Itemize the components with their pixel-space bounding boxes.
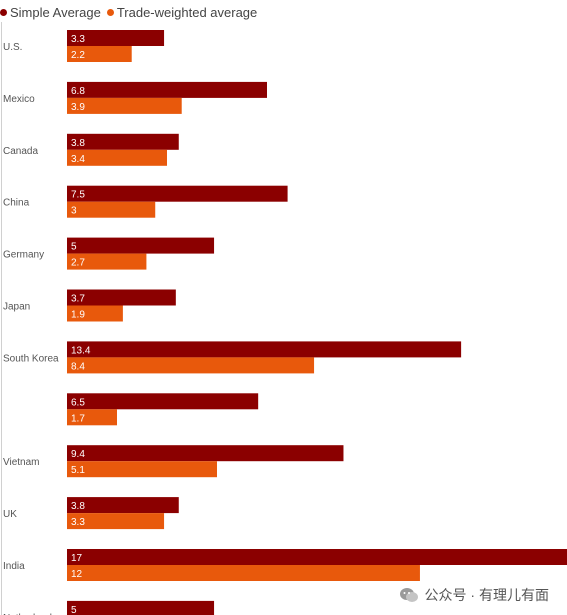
bar-series-0 — [67, 393, 259, 410]
legend-label-0: Simple Average — [10, 4, 101, 20]
data-label: 2.7 — [71, 258, 85, 269]
bar-series-0 — [67, 445, 344, 462]
category-label: Netherland — [3, 613, 52, 615]
data-label: 12 — [71, 569, 83, 580]
category-label: South Korea — [3, 353, 59, 364]
bar-series-1 — [67, 46, 132, 62]
category-label: India — [3, 561, 25, 572]
data-label: 3.9 — [71, 102, 85, 113]
legend-swatch-1 — [106, 8, 114, 16]
data-label: 1.9 — [71, 310, 85, 321]
category-label: U.S. — [3, 42, 22, 53]
bar-series-0 — [67, 549, 567, 565]
bar-series-1 — [67, 97, 182, 114]
data-label: 7.5 — [71, 190, 85, 201]
data-label: 5 — [71, 242, 77, 253]
bar-series-0 — [67, 30, 165, 46]
legend: Simple Average Trade-weighted average — [0, 3, 263, 21]
data-label: 9.4 — [71, 449, 85, 460]
bar-series-1 — [67, 201, 156, 218]
watermark: 公众号 · 有理儿有面 — [399, 585, 549, 605]
data-label: 3.8 — [71, 138, 85, 149]
category-label: Germany — [3, 250, 44, 261]
category-label: China — [3, 198, 30, 209]
data-label: 5.1 — [71, 465, 85, 476]
data-label: 1.7 — [71, 413, 85, 424]
data-label: 3.8 — [71, 501, 85, 512]
bar-series-1 — [67, 149, 167, 166]
data-label: 3.3 — [71, 517, 85, 528]
data-label: 13.4 — [71, 345, 91, 356]
legend-label-1: Trade-weighted average — [116, 4, 258, 20]
category-label: Mexico — [3, 94, 35, 105]
bar-series-1 — [67, 305, 123, 322]
legend-item-1: Trade-weighted average — [106, 4, 258, 20]
bar-series-0 — [67, 133, 179, 150]
data-label: 5 — [71, 605, 77, 615]
bar-series-0 — [67, 600, 215, 615]
bar-series-1 — [67, 461, 217, 478]
bar-series-1 — [67, 357, 315, 374]
legend-item-0: Simple Average — [0, 5, 101, 20]
bar-series-1 — [67, 513, 165, 530]
bar-series-0 — [67, 289, 176, 306]
bar-series-0 — [67, 341, 462, 358]
data-label: 17 — [71, 553, 83, 564]
category-label: Canada — [3, 146, 38, 157]
bar-series-1 — [67, 409, 117, 426]
data-label: 2.2 — [71, 50, 85, 61]
bar-series-0 — [67, 185, 288, 202]
data-label: 3 — [71, 206, 77, 217]
wechat-icon — [399, 588, 418, 602]
bar-series-0 — [67, 237, 215, 254]
category-label: Vietnam — [3, 457, 40, 468]
data-label: 6.5 — [71, 397, 85, 408]
bar-series-0 — [67, 497, 179, 514]
data-label: 6.8 — [71, 86, 85, 97]
data-label: 3.7 — [71, 294, 85, 305]
bar-series-1 — [67, 565, 420, 581]
data-label: 3.4 — [71, 154, 85, 165]
legend-swatch-0 — [0, 8, 7, 16]
data-label: 3.3 — [71, 34, 85, 45]
watermark-text: 公众号 · 有理儿有面 — [424, 587, 549, 603]
category-label: UK — [3, 509, 17, 520]
bar-series-1 — [67, 253, 147, 270]
bar-series-0 — [67, 81, 267, 98]
data-label: 8.4 — [71, 361, 85, 372]
category-label: Japan — [3, 302, 30, 313]
